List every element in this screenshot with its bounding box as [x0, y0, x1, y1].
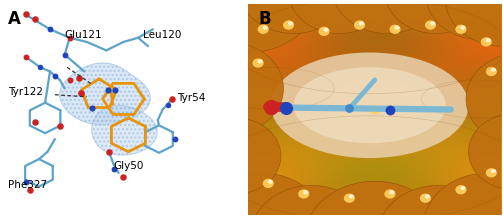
Circle shape: [369, 105, 380, 114]
Circle shape: [190, 118, 281, 194]
Circle shape: [384, 189, 395, 199]
Ellipse shape: [294, 67, 446, 143]
Circle shape: [425, 194, 430, 199]
Point: [56, 124, 64, 127]
Text: A: A: [9, 10, 21, 28]
Circle shape: [486, 168, 497, 177]
Circle shape: [250, 185, 372, 219]
Circle shape: [394, 25, 399, 30]
Circle shape: [455, 185, 466, 194]
Circle shape: [258, 25, 269, 34]
Ellipse shape: [271, 53, 468, 158]
Circle shape: [481, 37, 492, 47]
Point: [386, 108, 394, 111]
Point: [22, 55, 30, 58]
Circle shape: [389, 190, 394, 194]
Circle shape: [486, 38, 491, 42]
Text: Glu121: Glu121: [65, 30, 102, 40]
Circle shape: [425, 20, 436, 30]
Circle shape: [446, 0, 503, 46]
Text: Gly50: Gly50: [114, 161, 144, 171]
Point: [119, 175, 127, 179]
Text: Tyr122: Tyr122: [9, 87, 43, 97]
Circle shape: [486, 67, 497, 76]
Circle shape: [460, 186, 465, 190]
Text: B: B: [258, 10, 271, 28]
Circle shape: [374, 106, 379, 110]
Circle shape: [426, 0, 503, 40]
Circle shape: [238, 0, 350, 34]
Point: [111, 89, 119, 92]
Point: [46, 28, 54, 31]
Polygon shape: [60, 63, 150, 124]
Point: [105, 150, 113, 154]
Circle shape: [423, 173, 503, 219]
Point: [110, 167, 118, 170]
Circle shape: [253, 58, 264, 68]
Circle shape: [430, 21, 435, 25]
Circle shape: [344, 194, 355, 203]
Text: Phe327: Phe327: [9, 180, 47, 190]
Point: [76, 91, 85, 94]
Circle shape: [318, 27, 329, 36]
Circle shape: [195, 173, 326, 219]
Circle shape: [420, 194, 431, 203]
Point: [65, 78, 73, 82]
Circle shape: [172, 42, 284, 135]
Circle shape: [331, 0, 443, 34]
Point: [22, 13, 30, 16]
Circle shape: [466, 53, 503, 145]
Circle shape: [455, 25, 466, 34]
Circle shape: [354, 20, 365, 30]
Polygon shape: [92, 106, 157, 155]
Point: [22, 181, 30, 184]
Circle shape: [304, 181, 446, 219]
Point: [61, 53, 69, 56]
Circle shape: [298, 189, 309, 199]
Point: [31, 120, 39, 124]
Circle shape: [263, 179, 274, 188]
Circle shape: [491, 169, 496, 173]
Point: [346, 107, 354, 110]
Point: [171, 137, 179, 141]
Circle shape: [288, 21, 293, 25]
Circle shape: [177, 0, 319, 53]
Point: [169, 97, 177, 101]
Circle shape: [359, 21, 364, 25]
Circle shape: [283, 20, 294, 30]
Circle shape: [303, 190, 308, 194]
Circle shape: [268, 180, 273, 184]
Point: [26, 188, 34, 191]
Point: [65, 36, 73, 39]
Circle shape: [468, 114, 503, 190]
Circle shape: [460, 25, 465, 30]
Circle shape: [389, 25, 400, 34]
Point: [104, 89, 112, 92]
Circle shape: [385, 0, 486, 34]
Text: Tyr54: Tyr54: [178, 93, 206, 103]
Text: Leu120: Leu120: [143, 30, 182, 40]
Point: [282, 106, 290, 110]
Point: [163, 104, 172, 107]
Circle shape: [377, 185, 499, 219]
Circle shape: [491, 68, 496, 72]
Circle shape: [258, 59, 263, 64]
Point: [88, 107, 96, 110]
Circle shape: [349, 194, 354, 199]
Point: [36, 65, 44, 69]
Polygon shape: [248, 4, 501, 215]
Point: [31, 17, 39, 20]
Circle shape: [289, 0, 390, 34]
Circle shape: [263, 25, 268, 30]
Point: [75, 76, 83, 79]
Point: [51, 74, 59, 78]
Circle shape: [323, 28, 328, 32]
Point: [267, 106, 275, 109]
